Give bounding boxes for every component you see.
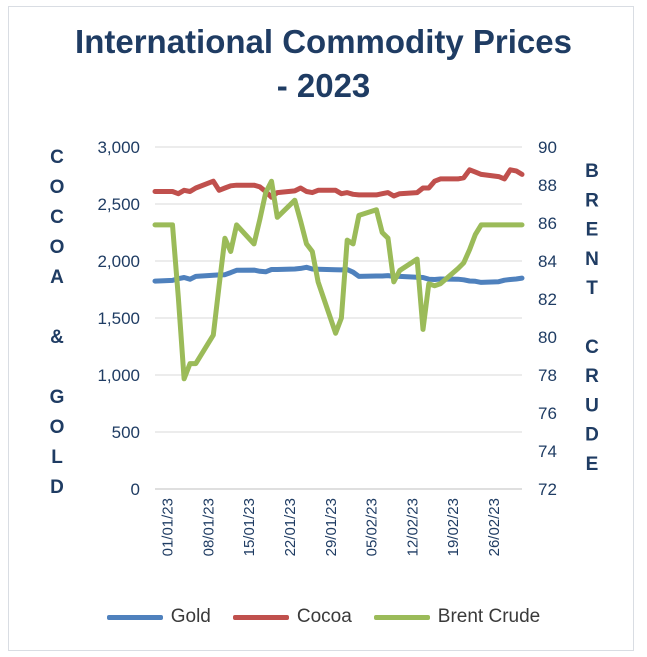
legend-item: Gold: [106, 606, 211, 628]
left-axis-title-letter: A: [50, 267, 64, 288]
series-line-brent-crude: [152, 178, 525, 382]
left-tick-label: 500: [112, 423, 140, 442]
x-tick-label: 01/01/23: [160, 498, 177, 556]
right-axis-title-letter: R: [585, 366, 599, 387]
left-tick-label: 1,000: [97, 366, 140, 385]
left-tick-label: 3,000: [97, 138, 140, 157]
right-tick-label: 72: [538, 480, 557, 499]
x-tick-label: 29/01/23: [323, 498, 340, 556]
left-axis-title-letter: O: [50, 177, 65, 198]
left-tick-label: 0: [131, 480, 140, 499]
legend-label: Brent Crude: [437, 606, 541, 627]
right-tick-label: 84: [538, 252, 557, 271]
right-axis-title-letter: E: [586, 220, 599, 241]
right-tick-label: 78: [538, 366, 557, 385]
legend-label: Cocoa: [296, 606, 352, 627]
left-tick-label: 2,000: [97, 252, 140, 271]
chart-title-line-2: - 2023: [276, 67, 371, 104]
left-axis-title-letter: G: [50, 387, 65, 408]
x-tick-label: 22/01/23: [282, 498, 299, 556]
right-axis-title-letter: T: [586, 278, 598, 299]
right-tick-label: 88: [538, 176, 557, 195]
right-axis-title-letter: N: [585, 249, 599, 270]
right-tick-label: 86: [538, 214, 557, 233]
left-tick-label: 1,500: [97, 309, 140, 328]
right-axis-title-letter: U: [585, 395, 599, 416]
left-axis-title-letter: &: [50, 327, 64, 348]
right-tick-label: 76: [538, 404, 557, 423]
right-axis-title-letter: B: [585, 161, 599, 182]
x-tick-label: 26/02/23: [486, 498, 503, 556]
chart-frame: [8, 6, 634, 651]
x-tick-label: 19/02/23: [445, 498, 462, 556]
series-line-cocoa: [152, 167, 525, 200]
right-tick-label: 80: [538, 328, 557, 347]
x-tick-label: 12/02/23: [404, 498, 421, 556]
x-tick-label: 15/01/23: [241, 498, 258, 556]
left-axis-title-letter: L: [51, 447, 63, 468]
left-axis-title-letter: O: [50, 237, 65, 258]
right-tick-label: 74: [538, 442, 557, 461]
right-axis-title-letter: R: [585, 190, 599, 211]
legend-swatch: [232, 614, 289, 620]
legend-label: Gold: [170, 606, 211, 627]
chart-legend: Gold Cocoa Brent Crude: [0, 606, 647, 628]
left-axis-title-letter: D: [50, 477, 64, 498]
right-axis-title-letter: D: [585, 425, 599, 446]
x-tick-label: 08/01/23: [200, 498, 217, 556]
legend-swatch: [373, 614, 430, 620]
right-axis-title-letter: E: [586, 454, 599, 475]
left-axis-title-letter: O: [50, 417, 65, 438]
right-axis-title-letter: C: [585, 337, 599, 358]
chart-title: International Commodity Prices - 2023: [0, 20, 647, 108]
left-axis-title-letter: C: [50, 147, 64, 168]
left-tick-label: 2,500: [97, 195, 140, 214]
legend-item: Brent Crude: [373, 606, 541, 628]
chart-title-line-1: International Commodity Prices: [75, 23, 572, 60]
x-tick-label: 05/02/23: [364, 498, 381, 556]
legend-swatch: [106, 614, 163, 620]
left-axis-title-letter: C: [50, 207, 64, 228]
series-line-gold: [152, 264, 525, 285]
right-tick-label: 90: [538, 138, 557, 157]
right-tick-label: 82: [538, 290, 557, 309]
legend-item: Cocoa: [232, 606, 352, 628]
